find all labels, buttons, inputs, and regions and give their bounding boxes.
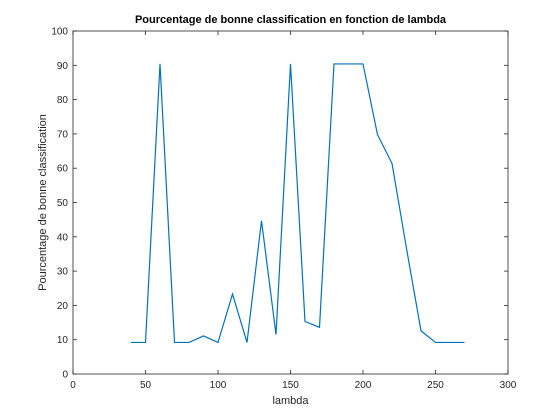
x-tick-label: 200 <box>355 380 372 391</box>
y-tick-label: 10 <box>57 335 69 346</box>
y-tick-label: 0 <box>62 370 68 381</box>
series-line-0 <box>131 63 465 344</box>
y-tick-label: 50 <box>57 198 69 209</box>
plot-area <box>73 31 508 374</box>
series-layer <box>131 63 465 344</box>
tick-layer: 0 50 100 150 200 250 300 0 10 20 30 40 50 60 70 80 90 100 <box>51 27 516 392</box>
x-axis-label: lambda <box>272 395 309 407</box>
y-tick-label: 60 <box>57 164 69 175</box>
y-tick-label: 30 <box>57 267 69 278</box>
x-tick-label: 150 <box>282 380 299 391</box>
y-tick-label: 100 <box>51 27 68 38</box>
y-tick-label: 90 <box>57 61 69 72</box>
chart-title: Pourcentage de bonne classification en f… <box>135 14 447 26</box>
y-tick-label: 20 <box>57 301 69 312</box>
x-tick-label: 300 <box>500 380 517 391</box>
y-tick-label: 70 <box>57 129 69 140</box>
y-axis-label: Pourcentage de bonne classification <box>37 114 49 291</box>
y-tick-label: 40 <box>57 232 69 243</box>
x-tick-label: 50 <box>140 380 152 391</box>
y-tick-label: 80 <box>57 95 69 106</box>
x-tick-label: 0 <box>70 380 76 391</box>
x-tick-label: 250 <box>427 380 444 391</box>
x-tick-label: 100 <box>210 380 227 391</box>
